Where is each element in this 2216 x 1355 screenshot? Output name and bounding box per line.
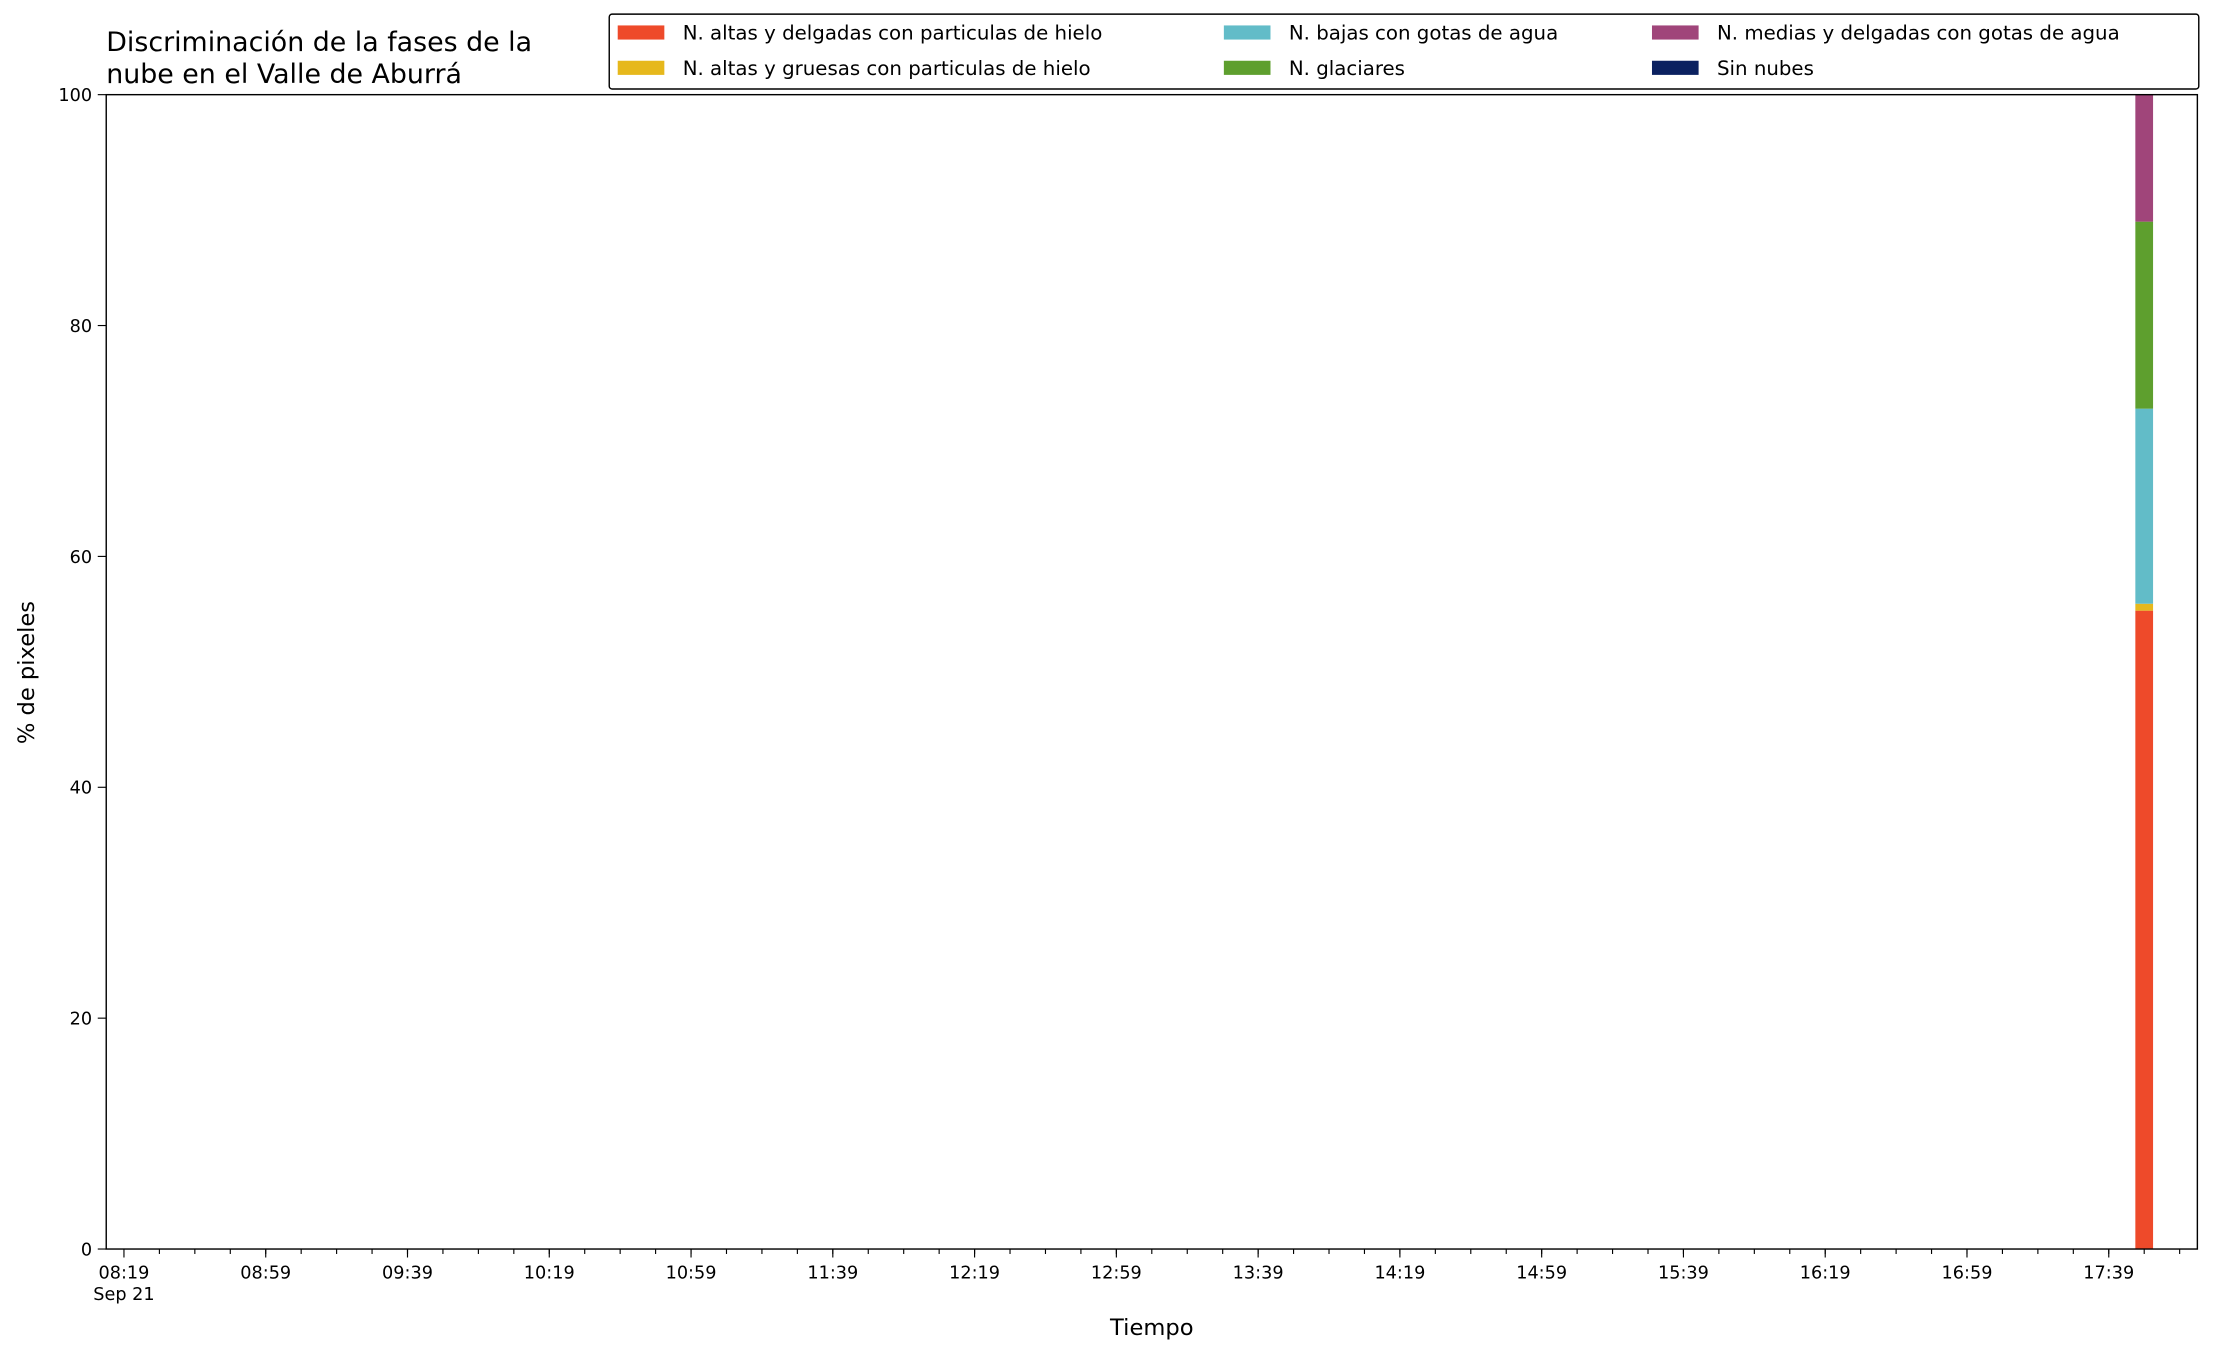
x-tick-label: 17:39 xyxy=(2083,1264,2134,1284)
x-tick-label: 12:19 xyxy=(949,1264,1000,1284)
legend-box xyxy=(608,13,2200,90)
x-tick-label: 10:19 xyxy=(524,1264,575,1284)
legend-label: N. bajas con gotas de agua xyxy=(1289,22,1558,45)
legend-swatch xyxy=(617,60,665,75)
y-tick-label: 20 xyxy=(70,1010,92,1030)
x-tick-label: 16:19 xyxy=(1800,1264,1851,1284)
x-tick-label: 15:39 xyxy=(1658,1264,1709,1284)
legend-label: N. altas y delgadas con particulas de hi… xyxy=(683,22,1103,45)
x-tick-label: 14:59 xyxy=(1516,1264,1567,1284)
legend-label: N. glaciares xyxy=(1289,57,1405,80)
legend-swatch xyxy=(1223,25,1271,40)
legend-label: N. medias y delgadas con gotas de agua xyxy=(1717,22,2120,45)
x-tick-label: 08:59 xyxy=(240,1264,291,1284)
bar-segment xyxy=(2135,603,2154,611)
y-tick-label: 100 xyxy=(58,86,92,106)
chart-title: Discriminación de la fases de la nube en … xyxy=(106,27,532,90)
plot-frame xyxy=(105,93,2199,1250)
legend-swatch xyxy=(1651,60,1699,75)
x-tick-label: 11:39 xyxy=(807,1264,858,1284)
x-tick-label: 16:59 xyxy=(1942,1264,1993,1284)
y-axis-label: % de pixeles xyxy=(14,601,40,744)
legend-swatch xyxy=(617,25,665,40)
y-tick-label: 0 xyxy=(81,1240,92,1260)
legend-label: Sin nubes xyxy=(1717,57,1814,80)
bar-segment xyxy=(2135,408,2154,604)
x-tick-label: 10:59 xyxy=(666,1264,717,1284)
legend-label: N. altas y gruesas con particulas de hie… xyxy=(683,57,1091,80)
x-tick-label: 08:19 Sep 21 xyxy=(93,1264,154,1305)
bar-segment xyxy=(2135,94,2154,222)
bar-segment xyxy=(2135,610,2154,1250)
legend-swatch xyxy=(1651,25,1699,40)
y-tick-label: 60 xyxy=(70,548,92,568)
legend-swatch xyxy=(1223,60,1271,75)
x-tick-label: 14:19 xyxy=(1374,1264,1425,1284)
x-tick-label: 09:39 xyxy=(382,1264,433,1284)
y-tick-label: 80 xyxy=(70,317,92,337)
y-tick-label: 40 xyxy=(70,779,92,799)
bar-segment xyxy=(2135,221,2154,409)
x-tick-label: 13:39 xyxy=(1233,1264,1284,1284)
x-axis-label: Tiempo xyxy=(1109,1315,1193,1341)
x-tick-label: 12:59 xyxy=(1091,1264,1142,1284)
